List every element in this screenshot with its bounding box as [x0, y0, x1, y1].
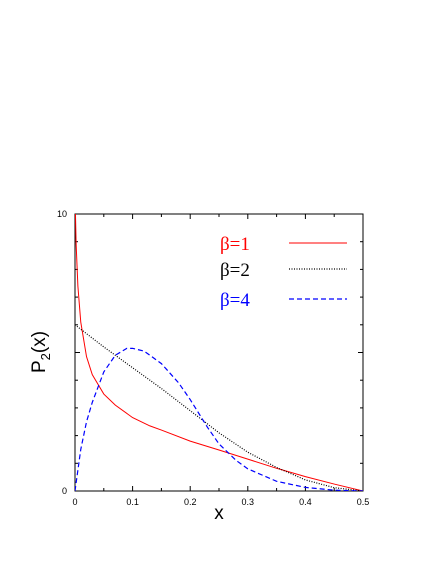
y-tick-label: 10	[57, 209, 67, 219]
x-tick-label: 0.2	[184, 497, 197, 507]
series-line-3	[75, 347, 363, 491]
series-line-1	[75, 214, 363, 491]
tick-labels: 0 0.1 0.2 0.3 0.4 0.5 0 10	[57, 209, 369, 507]
y-axis-title-main: P	[29, 360, 50, 373]
tick-marks	[74, 214, 364, 491]
legend-label-2: β=2	[220, 260, 250, 281]
y-axis-title-tail: (x)	[29, 331, 50, 353]
legend-label-3: β=4	[220, 290, 250, 311]
plot-frame	[74, 213, 364, 492]
legend: β=1 β=2 β=4	[220, 234, 347, 311]
x-tick-label: 0	[72, 497, 77, 507]
series-line-2	[75, 324, 363, 491]
x-tick-label: 0.4	[299, 497, 312, 507]
y-axis-title: P2(x)	[29, 331, 53, 373]
y-tick-label: 0	[62, 486, 67, 496]
legend-label-1: β=1	[220, 234, 250, 255]
series-lines	[75, 214, 363, 491]
x-tick-label: 0.3	[242, 497, 255, 507]
y-axis-title-subscript: 2	[38, 353, 53, 360]
x-tick-label: 0.1	[126, 497, 139, 507]
x-tick-label: 0.5	[357, 497, 370, 507]
x-axis-title: x	[214, 503, 224, 524]
